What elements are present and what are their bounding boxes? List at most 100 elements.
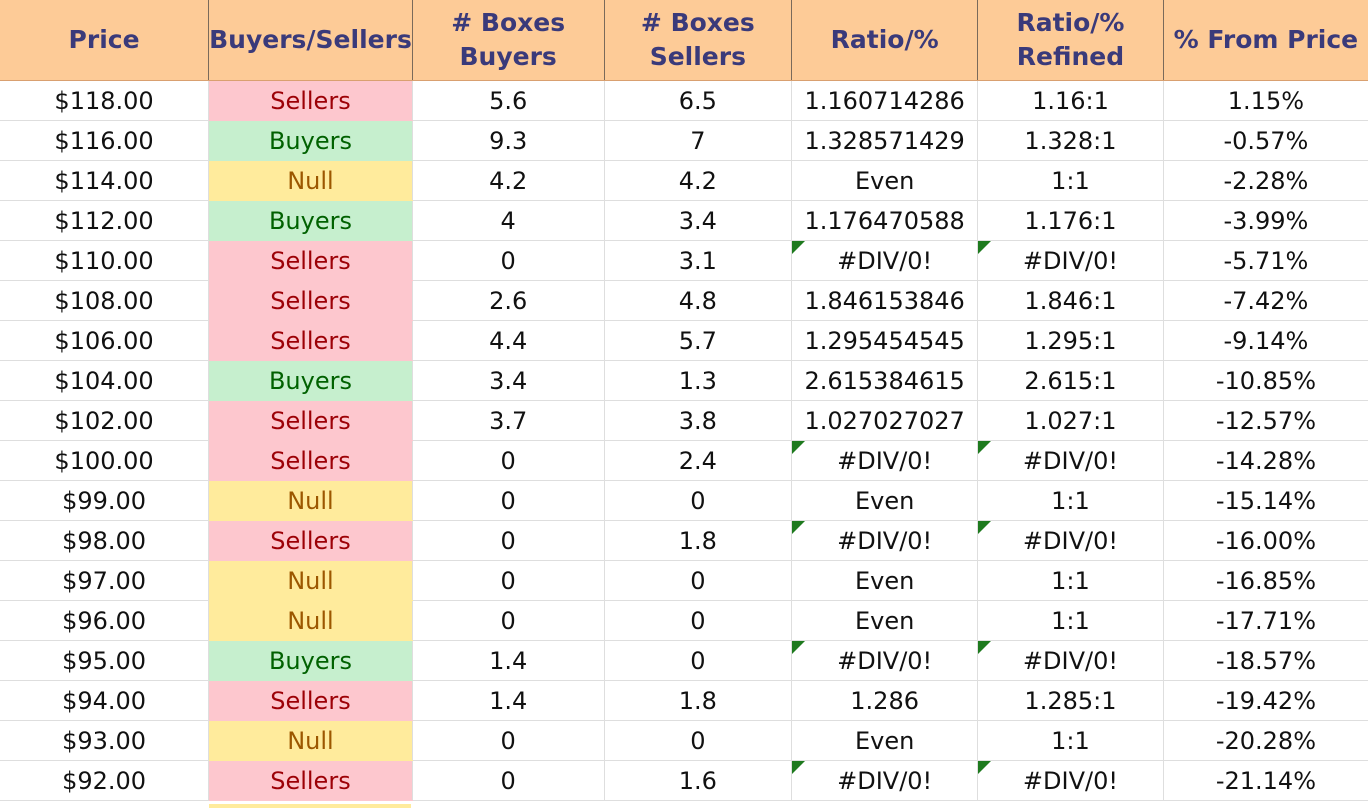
boxes-sellers-cell[interactable]: 0 [604,480,793,521]
price-cell[interactable]: $106.00 [0,320,210,361]
error-indicator-icon[interactable] [978,441,992,454]
boxes-buyers-cell[interactable]: 1.4 [412,680,605,721]
ratio-refined-cell[interactable]: #DIV/0! [977,240,1164,281]
ratio-refined-cell[interactable]: 1.027:1 [977,400,1164,441]
price-cell[interactable]: $108.00 [0,280,210,321]
pct-from-price-cell[interactable]: -18.57% [1163,640,1368,681]
pct-from-price-cell[interactable]: -2.28% [1163,160,1368,201]
price-cell[interactable]: $112.00 [0,200,210,241]
header-ratio[interactable]: Ratio/% [791,0,979,81]
pct-from-price-cell[interactable]: -16.00% [1163,520,1368,561]
ratio-cell[interactable]: 1.176470588 [791,200,979,241]
price-cell[interactable]: $97.00 [0,560,210,601]
price-cell[interactable]: $118.00 [0,80,210,121]
error-indicator-icon[interactable] [792,641,806,654]
ratio-cell[interactable]: 1.027027027 [791,400,979,441]
boxes-sellers-cell[interactable]: 3.1 [604,240,793,281]
error-indicator-icon[interactable] [978,761,992,774]
ratio-cell[interactable]: 2.615384615 [791,360,979,401]
pct-from-price-cell[interactable]: -20.28% [1163,720,1368,761]
boxes-buyers-cell[interactable]: 0 [412,600,605,641]
ratio-cell[interactable]: 1.160714286 [791,80,979,121]
error-indicator-icon[interactable] [792,761,806,774]
error-indicator-icon[interactable] [792,521,806,534]
ratio-refined-cell[interactable]: 1.295:1 [977,320,1164,361]
boxes-buyers-cell[interactable]: 1.4 [412,640,605,681]
boxes-buyers-cell[interactable]: 0 [412,440,605,481]
pct-from-price-cell[interactable]: -19.42% [1163,680,1368,721]
side-cell[interactable]: Sellers [208,280,413,321]
ratio-refined-cell[interactable]: 1:1 [977,160,1164,201]
ratio-refined-cell[interactable]: 1:1 [977,720,1164,761]
boxes-sellers-cell[interactable]: 7 [604,120,793,161]
header-price[interactable]: Price [0,0,210,81]
pct-from-price-cell[interactable]: -0.57% [1163,120,1368,161]
side-cell[interactable]: Null [208,480,413,521]
error-indicator-icon[interactable] [978,641,992,654]
side-cell[interactable]: Buyers [208,200,413,241]
boxes-buyers-cell[interactable]: 4.4 [412,320,605,361]
error-indicator-icon[interactable] [792,241,806,254]
side-cell[interactable]: Null [208,600,413,641]
pct-from-price-cell[interactable]: 1.15% [1163,80,1368,121]
boxes-buyers-cell[interactable]: 3.7 [412,400,605,441]
boxes-sellers-cell[interactable]: 4.2 [604,160,793,201]
pct-from-price-cell[interactable]: -16.85% [1163,560,1368,601]
price-cell[interactable]: $116.00 [0,120,210,161]
boxes-buyers-cell[interactable]: 5.6 [412,80,605,121]
price-cell[interactable]: $100.00 [0,440,210,481]
side-cell[interactable]: Sellers [208,760,413,801]
pct-from-price-cell[interactable]: -5.71% [1163,240,1368,281]
header-buyers-sellers[interactable]: Buyers/Sellers [208,0,413,81]
pct-from-price-cell[interactable]: -15.14% [1163,480,1368,521]
side-cell[interactable]: Null [208,160,413,201]
price-cell[interactable]: $110.00 [0,240,210,281]
ratio-refined-cell[interactable]: #DIV/0! [977,640,1164,681]
boxes-sellers-cell[interactable]: 1.3 [604,360,793,401]
ratio-refined-cell[interactable]: 1.16:1 [977,80,1164,121]
side-cell[interactable]: Sellers [208,80,413,121]
side-cell[interactable]: Sellers [208,400,413,441]
ratio-refined-cell[interactable]: 1.285:1 [977,680,1164,721]
boxes-sellers-cell[interactable]: 3.8 [604,400,793,441]
price-cell[interactable]: $104.00 [0,360,210,401]
boxes-buyers-cell[interactable]: 2.6 [412,280,605,321]
boxes-buyers-cell[interactable]: 0 [412,760,605,801]
boxes-sellers-cell[interactable]: 5.7 [604,320,793,361]
boxes-buyers-cell[interactable]: 4.2 [412,160,605,201]
header-pct-from-price[interactable]: % From Price [1163,0,1368,81]
pct-from-price-cell[interactable]: -9.14% [1163,320,1368,361]
boxes-buyers-cell[interactable]: 0 [412,240,605,281]
boxes-sellers-cell[interactable]: 0 [604,640,793,681]
boxes-buyers-cell[interactable]: 0 [412,560,605,601]
pct-from-price-cell[interactable]: -12.57% [1163,400,1368,441]
ratio-cell[interactable]: #DIV/0! [791,520,979,561]
error-indicator-icon[interactable] [978,521,992,534]
ratio-refined-cell[interactable]: #DIV/0! [977,440,1164,481]
boxes-sellers-cell[interactable]: 0 [604,560,793,601]
side-cell[interactable]: Null [208,720,413,761]
ratio-refined-cell[interactable]: 1:1 [977,560,1164,601]
ratio-cell[interactable]: #DIV/0! [791,760,979,801]
boxes-sellers-cell[interactable]: 1.8 [604,520,793,561]
ratio-cell[interactable]: Even [791,160,979,201]
side-cell[interactable]: Sellers [208,520,413,561]
ratio-cell[interactable]: Even [791,560,979,601]
price-cell[interactable]: $96.00 [0,600,210,641]
boxes-buyers-cell[interactable]: 4 [412,200,605,241]
header-ratio-refined[interactable]: Ratio/% Refined [977,0,1164,81]
side-cell[interactable]: Sellers [208,440,413,481]
pct-from-price-cell[interactable]: -7.42% [1163,280,1368,321]
ratio-refined-cell[interactable]: 1.846:1 [977,280,1164,321]
ratio-cell[interactable]: #DIV/0! [791,240,979,281]
side-cell[interactable]: Sellers [208,680,413,721]
pct-from-price-cell[interactable]: -17.71% [1163,600,1368,641]
boxes-sellers-cell[interactable]: 6.5 [604,80,793,121]
boxes-buyers-cell[interactable]: 0 [412,520,605,561]
boxes-sellers-cell[interactable]: 4.8 [604,280,793,321]
boxes-buyers-cell[interactable]: 9.3 [412,120,605,161]
ratio-refined-cell[interactable]: #DIV/0! [977,520,1164,561]
boxes-sellers-cell[interactable]: 1.8 [604,680,793,721]
pct-from-price-cell[interactable]: -10.85% [1163,360,1368,401]
pct-from-price-cell[interactable]: -3.99% [1163,200,1368,241]
